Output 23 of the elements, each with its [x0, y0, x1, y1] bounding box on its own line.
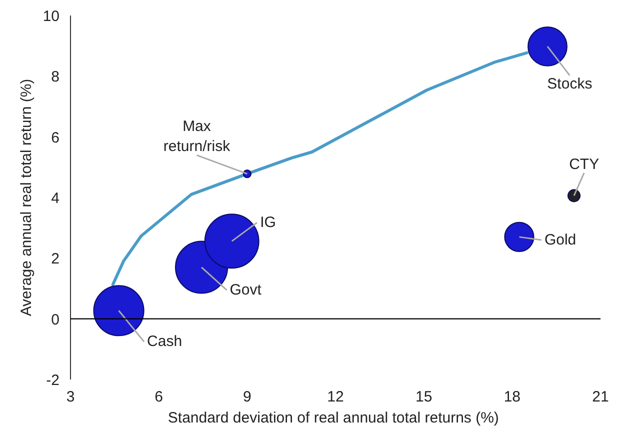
y-tick-label: 4 [51, 190, 60, 207]
annotation: IG [260, 214, 276, 232]
y-tick-label: 6 [51, 129, 60, 146]
x-tick-label: 12 [327, 388, 344, 406]
x-tick-label: 3 [66, 388, 75, 406]
annotation: CTY [569, 156, 600, 173]
y-tick-label: 0 [51, 311, 60, 328]
x-tick-label: 9 [242, 388, 252, 406]
annotation: Gold [544, 232, 576, 249]
x-axis-title: Standard deviation of real annual total returns (%) [168, 410, 499, 426]
annotation: Cash [147, 333, 182, 350]
annotation: Govt [230, 282, 262, 299]
x-tick-label: 18 [504, 388, 521, 406]
annotation: Stocks [547, 75, 592, 92]
y-tick-label: 8 [51, 68, 60, 86]
y-tick-label: -2 [46, 372, 60, 389]
y-axis-title: Average annual real total return (%) [18, 78, 35, 316]
x-tick-label: 6 [154, 388, 164, 406]
y-tick-label: 10 [42, 8, 60, 25]
x-tick-label: 21 [592, 388, 609, 406]
x-tick-label: 15 [415, 388, 432, 406]
annotation: Max return/risk [163, 118, 231, 156]
y-tick-label: 2 [51, 250, 60, 268]
